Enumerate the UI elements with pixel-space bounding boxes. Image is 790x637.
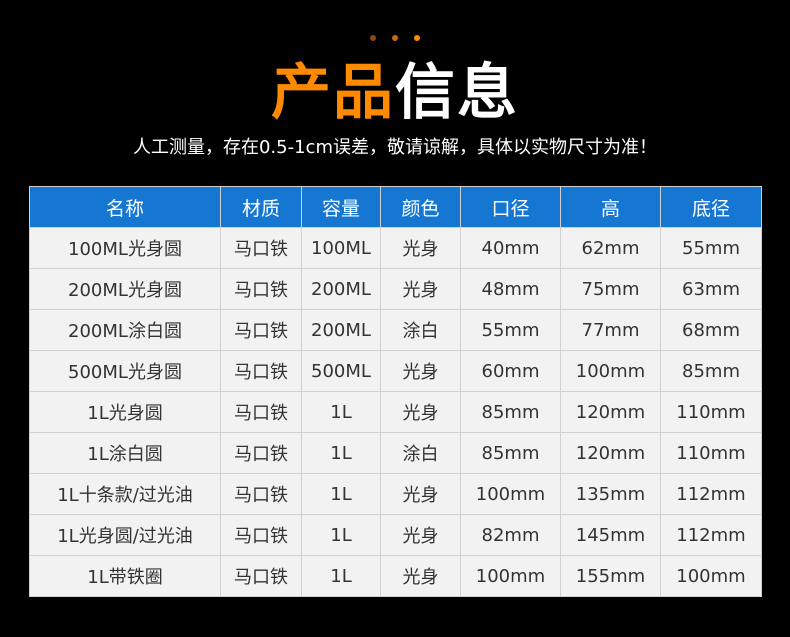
table-cell: 1L涂白圆 [29,432,221,474]
title-white: 信息 [395,58,519,128]
column-header: 高 [560,186,661,228]
table-cell: 110mm [660,391,762,433]
column-header: 颜色 [380,186,461,228]
table-cell: 1L光身圆/过光油 [29,514,221,556]
table-cell: 48mm [460,268,561,310]
table-cell: 1L [301,391,381,433]
table-cell: 光身 [380,473,461,515]
table-row: 1L带铁圈 马口铁 1L 光身 100mm 155mm 100mm [29,555,762,597]
table-cell: 77mm [560,309,661,351]
table-cell: 1L十条款/过光油 [29,473,221,515]
table-cell: 光身 [380,514,461,556]
dot-icon [392,35,398,41]
table-cell: 112mm [660,473,762,515]
table-cell: 100mm [660,555,762,597]
product-table: 名称 材质 容量 颜色 口径高底径 100ML光身圆 马口铁 100ML 光身 40mm 62mm… [29,186,762,597]
table-cell: 马口铁 [220,227,302,269]
table-cell: 马口铁 [220,514,302,556]
table-cell: 光身 [380,391,461,433]
table-cell: 光身 [380,350,461,392]
table-cell: 涂白 [380,309,461,351]
table-cell: 1L [301,514,381,556]
column-header: 底径 [660,186,762,228]
table-cell: 光身 [380,268,461,310]
table-cell: 200ML涂白圆 [29,309,221,351]
table-cell: 85mm [460,391,561,433]
column-header: 口径 [460,186,561,228]
decorative-dots [370,35,420,43]
table-cell: 马口铁 [220,391,302,433]
table-cell: 60mm [460,350,561,392]
table-cell: 1L带铁圈 [29,555,221,597]
table-cell: 55mm [660,227,762,269]
table-cell: 马口铁 [220,473,302,515]
subtitle: 人工测量，存在0.5-1cm误差，敬请谅解，具体以实物尺寸为准！ [132,137,657,158]
table-row: 100ML光身圆 马口铁 100ML 光身 40mm 62mm 55mm [29,227,762,269]
table-cell: 82mm [460,514,561,556]
table-row: 500ML光身圆 马口铁 500ML 光身 60mm 100mm 85mm [29,350,762,392]
table-cell: 100mm [460,555,561,597]
table-header-row: 名称 材质 容量 颜色 口径高底径 [29,186,762,228]
table-cell: 光身 [380,227,461,269]
table-cell: 200ML光身圆 [29,268,221,310]
table-row: 1L十条款/过光油 马口铁 1L 光身 100mm 135mm 112mm [29,473,762,515]
table-cell: 100mm [560,350,661,392]
table-cell: 75mm [560,268,661,310]
table-row: 1L光身圆 马口铁 1L 光身 85mm 120mm 110mm [29,391,762,433]
table-cell: 马口铁 [220,309,302,351]
table-cell: 1L [301,473,381,515]
page-title: 产品信息 [0,55,790,131]
table-cell: 110mm [660,432,762,474]
table-cell: 1L [301,432,381,474]
table-cell: 涂白 [380,432,461,474]
title-orange: 产品 [271,58,395,128]
table-row: 1L涂白圆 马口铁 1L 涂白 85mm 120mm 110mm [29,432,762,474]
table-cell: 85mm [660,350,762,392]
table-cell: 120mm [560,391,661,433]
table-cell: 85mm [460,432,561,474]
table-cell: 马口铁 [220,350,302,392]
table-cell: 155mm [560,555,661,597]
dot-icon [370,35,376,41]
table-cell: 马口铁 [220,555,302,597]
table-cell: 100ML光身圆 [29,227,221,269]
table-cell: 200ML [301,268,381,310]
column-header: 材质 [220,186,302,228]
table-cell: 100ML [301,227,381,269]
table-cell: 40mm [460,227,561,269]
table-cell: 马口铁 [220,432,302,474]
table-cell: 1L [301,555,381,597]
table-cell: 63mm [660,268,762,310]
table-cell: 500ML [301,350,381,392]
table-cell: 120mm [560,432,661,474]
table-cell: 135mm [560,473,661,515]
column-header: 容量 [301,186,381,228]
table-cell: 1L光身圆 [29,391,221,433]
table-row: 200ML光身圆 马口铁 200ML 光身 48mm 75mm 63mm [29,268,762,310]
table-cell: 55mm [460,309,561,351]
table-cell: 200ML [301,309,381,351]
table-row: 1L光身圆/过光油 马口铁 1L 光身 82mm 145mm 112mm [29,514,762,556]
table-cell: 100mm [460,473,561,515]
dot-icon [414,35,420,41]
table-cell: 68mm [660,309,762,351]
table-cell: 光身 [380,555,461,597]
table-cell: 62mm [560,227,661,269]
column-header: 名称 [29,186,221,228]
table-cell: 145mm [560,514,661,556]
table-cell: 112mm [660,514,762,556]
table-row: 200ML涂白圆 马口铁 200ML 涂白 55mm 77mm 68mm [29,309,762,351]
table-cell: 马口铁 [220,268,302,310]
table-cell: 500ML光身圆 [29,350,221,392]
